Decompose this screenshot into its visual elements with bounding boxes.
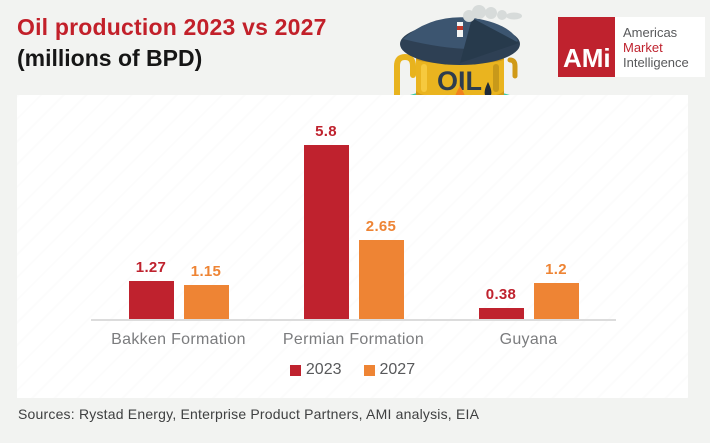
ami-logo: AMi Americas Market Intelligence — [558, 17, 705, 77]
bar-2023-bakken-formation — [128, 280, 174, 319]
bar-value-2027-permian-formation: 2.65 — [365, 217, 397, 235]
chimney-band — [457, 26, 463, 30]
bar-col-2027-bakken-formation: 1.15 — [183, 262, 229, 319]
bar-group-permian-formation: 5.8 2.65 — [266, 95, 441, 319]
sources-text: Sources: Rystad Energy, Enterprise Produ… — [18, 406, 480, 422]
legend-swatch-2027 — [363, 364, 375, 376]
bar-2027-bakken-formation — [183, 284, 229, 319]
bar-2023-guyana — [478, 307, 524, 319]
bar-value-2027-guyana: 1.2 — [545, 261, 567, 278]
page-title: Oil production 2023 vs 2027 (millions of… — [17, 12, 327, 74]
bar-2027-guyana — [533, 283, 579, 319]
bar-col-2027-permian-formation: 2.65 — [358, 217, 404, 319]
bar-2023-permian-formation — [303, 145, 349, 319]
bar-group-guyana: 0.38 1.2 — [441, 95, 616, 319]
category-label-guyana: Guyana — [499, 331, 558, 348]
chart-card: 1.27 1.15 5.8 2.65 0.38 1.2 Bakken Formation P… — [17, 95, 688, 398]
logo-line-market: Market — [623, 39, 663, 55]
bar-value-2023-guyana: 0.38 — [485, 285, 517, 303]
logo-line-americas: Americas — [623, 24, 678, 40]
bar-2027-permian-formation — [358, 239, 404, 319]
oil-drop-icon — [484, 82, 492, 99]
page-title-line2: (millions of BPD) — [17, 45, 203, 71]
category-label-bakken-formation: Bakken Formation — [111, 331, 246, 348]
bar-col-2027-guyana: 1.2 — [533, 261, 579, 319]
bar-value-2023-permian-formation: 5.8 — [315, 123, 337, 140]
bar-group-bakken-formation: 1.27 1.15 — [91, 95, 266, 319]
logo-red-box: AMi — [558, 17, 615, 77]
bar-value-2027-bakken-formation: 1.15 — [190, 262, 222, 280]
bar-col-2023-bakken-formation: 1.27 — [128, 258, 174, 319]
bar-col-2023-guyana: 0.38 — [478, 285, 524, 319]
page-title-line1: Oil production 2023 vs 2027 — [17, 14, 327, 40]
dome-facet — [460, 18, 519, 63]
legend-label-2027: 2027 — [379, 361, 416, 378]
legend-label-2023: 2023 — [305, 361, 342, 378]
legend-item-2027: 2027 — [363, 361, 416, 379]
handle-icon — [507, 57, 518, 79]
barrel-highlight — [421, 64, 427, 92]
chart-legend: 2023 2027 — [17, 361, 688, 379]
category-label-permian-formation: Permian Formation — [282, 331, 425, 348]
logo-line-intelligence: Intelligence — [623, 54, 689, 70]
x-axis-line — [91, 319, 616, 321]
legend-item-2023: 2023 — [289, 361, 342, 379]
bar-value-2023-bakken-formation: 1.27 — [135, 258, 167, 276]
smoke-icon — [463, 5, 522, 22]
logo-monogram: AMi — [563, 43, 611, 73]
barrel-shadow — [493, 64, 499, 92]
logo-text-block: Americas Market Intelligence — [615, 17, 705, 77]
legend-swatch-2023 — [289, 364, 301, 376]
chart-plot: 1.27 1.15 5.8 2.65 0.38 1.2 — [91, 95, 616, 319]
bar-col-2023-permian-formation: 5.8 — [303, 123, 349, 319]
chart-categories: Bakken Formation Permian Formation Guyana — [91, 321, 616, 349]
pipe-icon — [394, 53, 416, 101]
